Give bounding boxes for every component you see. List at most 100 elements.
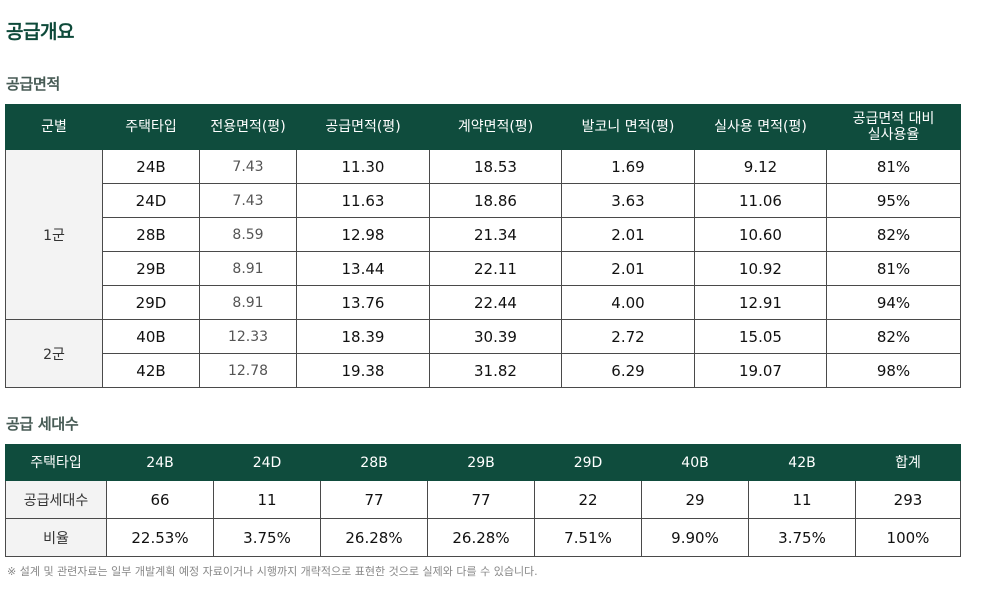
table-cell: 6.29: [561, 353, 695, 388]
type-cell: 28B: [102, 217, 200, 252]
column-header: 29D: [534, 444, 642, 481]
column-header: 공급면적 대비 실사용율: [826, 104, 961, 150]
footnote: ※ 설계 및 관련자료는 일부 개발계획 예정 자료이거나 시행까지 개략적으로…: [7, 565, 538, 578]
column-header: 24D: [213, 444, 321, 481]
table-cell: 12.91: [694, 285, 827, 320]
row-label: 비율: [5, 518, 107, 557]
page-title: 공급개요: [6, 21, 74, 43]
table-cell: 18.39: [296, 319, 430, 354]
column-header: 29B: [427, 444, 535, 481]
table-cell: 82%: [826, 217, 961, 252]
table-cell: 8.59: [199, 217, 297, 252]
table-header-row: 주택타입 24B 24D 28B 29B 29D 40B 42B 합계: [5, 444, 961, 481]
supply-area-table: 군별 주택타입 전용면적(평) 공급면적(평) 계약면적(평) 발코니 면적(평…: [5, 104, 961, 388]
row-label: 공급세대수: [5, 480, 107, 519]
table-cell: 12.78: [199, 353, 297, 388]
table-cell: 2.01: [561, 217, 695, 252]
table-cell: 9.12: [694, 149, 827, 184]
column-header: 주택타입: [102, 104, 200, 150]
table-cell: 7.43: [199, 183, 297, 218]
table-row: 28B 8.59 12.98 21.34 2.01 10.60 82%: [6, 217, 961, 252]
column-header: 군별: [5, 104, 103, 150]
unit-section-title: 공급 세대수: [6, 415, 79, 433]
table-row: 공급세대수 66 11 77 77 22 29 11 293: [5, 480, 961, 519]
column-header: 주택타입: [5, 444, 107, 481]
table-cell: 7.51%: [534, 518, 642, 557]
area-section-title: 공급면적: [6, 75, 61, 93]
table-row: 42B 12.78 19.38 31.82 6.29 19.07 98%: [6, 353, 961, 388]
table-header-row: 군별 주택타입 전용면적(평) 공급면적(평) 계약면적(평) 발코니 면적(평…: [5, 104, 961, 150]
type-cell: 29D: [102, 285, 200, 320]
table-cell: 29: [641, 480, 749, 519]
table-cell: 95%: [826, 183, 961, 218]
table-cell: 10.60: [694, 217, 827, 252]
table-cell: 22.11: [429, 251, 562, 286]
table-cell: 8.91: [199, 285, 297, 320]
table-cell: 66: [106, 480, 214, 519]
table-cell: 11.63: [296, 183, 430, 218]
table-cell: 8.91: [199, 251, 297, 286]
table-row: 29D 8.91 13.76 22.44 4.00 12.91 94%: [6, 285, 961, 320]
table-cell: 26.28%: [427, 518, 535, 557]
table-cell: 12.98: [296, 217, 430, 252]
table-cell: 19.07: [694, 353, 827, 388]
table-cell: 22.44: [429, 285, 562, 320]
table-row: 29B 8.91 13.44 22.11 2.01 10.92 81%: [6, 251, 961, 286]
table-row: 2군 40B 12.33 18.39 30.39 2.72 15.05 82%: [5, 319, 961, 388]
table-cell: 21.34: [429, 217, 562, 252]
table-cell: 11: [748, 480, 856, 519]
table-row: 24D 7.43 11.63 18.86 3.63 11.06 95%: [6, 183, 961, 218]
group-cell: 1군: [5, 149, 103, 320]
table-cell: 22.53%: [106, 518, 214, 557]
table-cell: 18.53: [429, 149, 562, 184]
type-cell: 42B: [102, 353, 200, 388]
table-cell: 2.01: [561, 251, 695, 286]
column-header: 실사용 면적(평): [694, 104, 827, 150]
table-row: 1군 24B 7.43 11.30 18.53 1.69 9.12 81%: [5, 149, 961, 320]
table-cell: 13.44: [296, 251, 430, 286]
table-row: 비율 22.53% 3.75% 26.28% 26.28% 7.51% 9.90% 3.75%…: [5, 518, 961, 557]
table-cell: 3.75%: [213, 518, 321, 557]
table-cell: 293: [855, 480, 961, 519]
column-header: 42B: [748, 444, 856, 481]
table-cell: 2.72: [561, 319, 695, 354]
table-cell: 30.39: [429, 319, 562, 354]
table-cell: 100%: [855, 518, 961, 557]
table-cell: 11: [213, 480, 321, 519]
column-header: 28B: [320, 444, 428, 481]
group-cell: 2군: [5, 319, 103, 388]
table-cell: 77: [427, 480, 535, 519]
table-cell: 15.05: [694, 319, 827, 354]
column-header: 40B: [641, 444, 749, 481]
table-cell: 10.92: [694, 251, 827, 286]
table-cell: 22: [534, 480, 642, 519]
column-header: 전용면적(평): [199, 104, 297, 150]
table-cell: 81%: [826, 251, 961, 286]
table-cell: 4.00: [561, 285, 695, 320]
table-cell: 9.90%: [641, 518, 749, 557]
type-cell: 29B: [102, 251, 200, 286]
column-header: 발코니 면적(평): [561, 104, 695, 150]
table-cell: 19.38: [296, 353, 430, 388]
table-cell: 77: [320, 480, 428, 519]
table-cell: 94%: [826, 285, 961, 320]
column-header: 합계: [855, 444, 961, 481]
table-cell: 82%: [826, 319, 961, 354]
table-cell: 3.63: [561, 183, 695, 218]
type-cell: 24B: [102, 149, 200, 184]
type-cell: 40B: [102, 319, 200, 354]
table-cell: 11.06: [694, 183, 827, 218]
table-cell: 11.30: [296, 149, 430, 184]
table-cell: 1.69: [561, 149, 695, 184]
table-cell: 12.33: [199, 319, 297, 354]
table-cell: 7.43: [199, 149, 297, 184]
type-cell: 24D: [102, 183, 200, 218]
table-cell: 26.28%: [320, 518, 428, 557]
table-cell: 18.86: [429, 183, 562, 218]
table-cell: 13.76: [296, 285, 430, 320]
table-cell: 81%: [826, 149, 961, 184]
column-header: 공급면적(평): [296, 104, 430, 150]
table-cell: 3.75%: [748, 518, 856, 557]
column-header: 계약면적(평): [429, 104, 562, 150]
table-cell: 31.82: [429, 353, 562, 388]
